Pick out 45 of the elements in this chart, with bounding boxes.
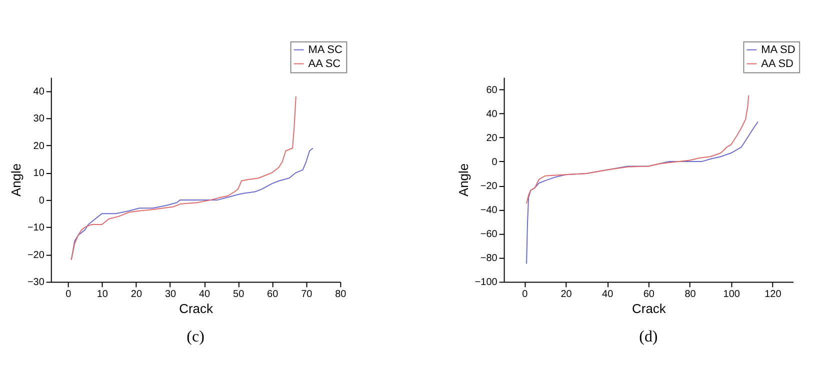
x-tick-label: 20 [560,289,572,300]
y-tick-label: −40 [480,205,498,216]
x-axis-title: Crack [632,301,666,316]
y-tick-label: 60 [486,84,498,96]
x-tick-label: 60 [267,289,279,300]
y-tick-label: 10 [33,168,45,180]
y-axis-title: Angle [456,163,471,197]
legend-label: MA SC [308,44,342,56]
x-tick-label: 30 [164,289,176,300]
x-tick-label: 0 [66,289,72,300]
x-tick-label: 40 [602,289,614,300]
y-tick-label: −30 [27,277,45,288]
y-tick-label: 20 [486,132,498,144]
line-series [70,96,296,260]
y-tick-label: 40 [486,108,498,120]
text: (d) [639,328,658,346]
legend-label: AA SC [308,58,341,70]
x-tick-label: 20 [130,289,142,300]
legend-label: MA SD [761,44,796,56]
x-tick-label: 0 [522,289,528,300]
x-tick-label: 120 [764,289,782,300]
y-tick-label: 0 [492,156,498,168]
y-tick-label: −80 [480,253,498,264]
x-tick-label: 60 [643,289,655,300]
y-tick-label: 30 [33,114,45,125]
x-tick-label: 80 [684,289,696,300]
line-series [526,94,750,204]
y-tick-label: −100 [474,277,498,288]
x-tick-label: 100 [723,289,740,300]
y-tick-label: −60 [480,229,498,240]
y-tick-label: −20 [480,180,498,192]
x-tick-label: 50 [233,289,245,300]
y-tick-label: −10 [27,222,45,234]
y-tick-label: 0 [38,195,45,206]
y-tick-label: −20 [27,250,45,261]
legend-label: AA SD [761,58,794,70]
x-axis-title: Crack [179,301,214,316]
x-tick-label: 80 [335,289,347,300]
y-tick-label: 40 [33,86,45,98]
x-tick-label: 70 [301,289,313,300]
text: (c) [186,328,204,346]
x-tick-label: 10 [96,289,108,300]
y-tick-label: 20 [33,140,45,152]
y-axis-title: Angle [8,163,24,197]
x-tick-label: 40 [198,289,211,300]
